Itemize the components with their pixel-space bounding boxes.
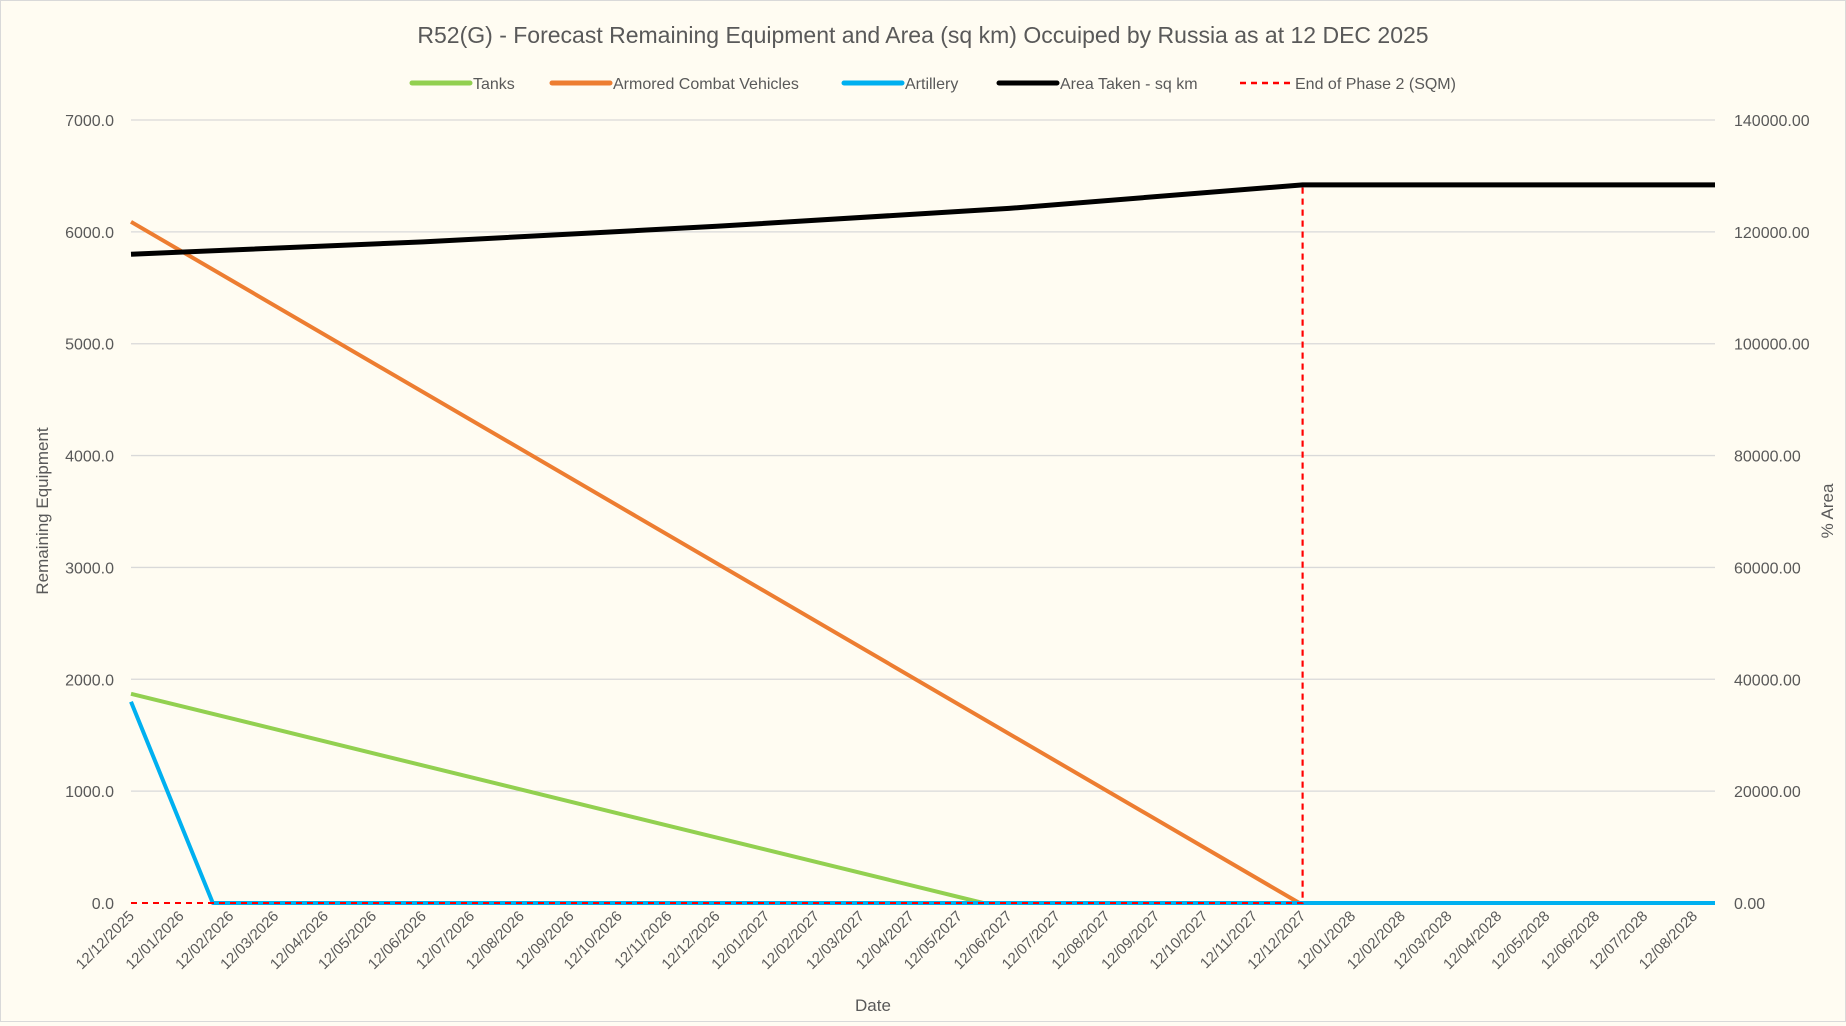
chart-title: R52(G) - Forecast Remaining Equipment an…	[417, 22, 1428, 48]
y-tick-label: 0.0	[92, 896, 114, 913]
legend-label: Area Taken - sq km	[1060, 76, 1198, 93]
legend: Tanks Armored Combat Vehicles Artillery Are…	[409, 76, 1456, 93]
y-axis-label: Remaining Equipment	[33, 427, 52, 595]
legend-label: Armored Combat Vehicles	[613, 76, 799, 93]
gridlines	[131, 119, 1715, 792]
y-tick-label: 6000.0	[65, 225, 114, 242]
x-axis: 12/12/202512/01/202612/02/202612/03/2026…	[73, 908, 1701, 973]
y-tick-label: 3000.0	[65, 560, 114, 577]
legend-label: End of Phase 2 (SQM)	[1295, 76, 1456, 93]
y2-axis-label: % Area	[1818, 483, 1837, 538]
series-line-tanks	[130, 691, 1715, 905]
legend-item: Armored Combat Vehicles	[549, 76, 799, 93]
series-line-area-taken-sq-km	[130, 182, 1715, 257]
y2-tick-label: 0.00	[1734, 896, 1765, 913]
y2-tick-label: 20000.00	[1734, 784, 1801, 801]
y2-tick-label: 80000.00	[1734, 449, 1801, 466]
y2-tick-label: 60000.00	[1734, 560, 1801, 577]
y2-tick-label: 100000.00	[1734, 337, 1810, 354]
y-axis-right: 0.00 20000.00 40000.00 60000.00 80000.00 1000…	[1734, 113, 1810, 913]
legend-item: Artillery	[841, 76, 958, 93]
y-tick-label: 7000.0	[65, 113, 114, 130]
series-line-armored-combat-vehicles	[129, 220, 1715, 905]
y2-tick-label: 40000.00	[1734, 672, 1801, 689]
legend-label: Tanks	[473, 76, 515, 93]
legend-item: End of Phase 2 (SQM)	[1240, 76, 1456, 93]
y-axis-left: 0.0 1000.0 2000.0 3000.0 4000.0 5000.0 6000.0 7…	[65, 113, 114, 913]
y-tick-label: 1000.0	[65, 784, 114, 801]
x-axis-label: Date	[855, 996, 891, 1015]
y2-tick-label: 120000.00	[1734, 225, 1810, 242]
legend-label: Artillery	[905, 76, 958, 93]
y2-tick-label: 140000.00	[1734, 113, 1810, 130]
y-tick-label: 4000.0	[65, 449, 114, 466]
series-line-end-of-phase-2-sqm-	[131, 184, 1304, 904]
series-line-artillery	[129, 700, 1715, 905]
y-tick-label: 2000.0	[65, 672, 114, 689]
y-tick-label: 5000.0	[65, 337, 114, 354]
legend-item: Area Taken - sq km	[996, 76, 1198, 93]
legend-item: Tanks	[409, 76, 515, 93]
series-lines	[129, 182, 1715, 905]
phase-2-marker-line	[131, 184, 1304, 904]
